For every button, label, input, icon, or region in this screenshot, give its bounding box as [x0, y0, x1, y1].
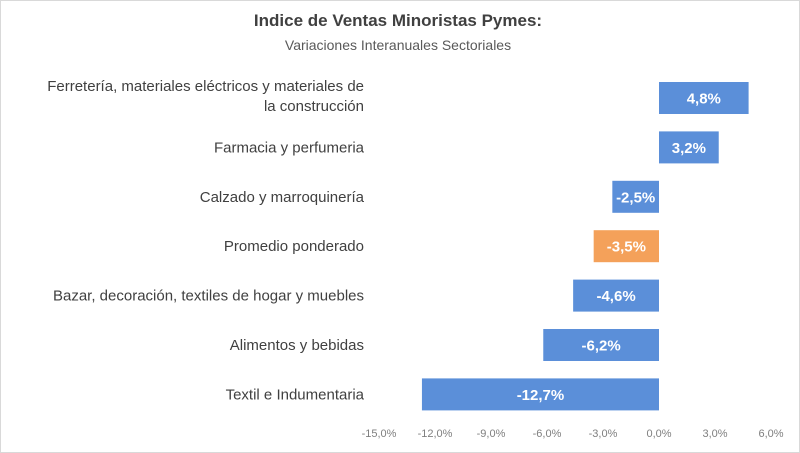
data-label: 3,2%	[672, 140, 706, 157]
x-tick-label: 6,0%	[758, 428, 783, 440]
bar-highlight	[593, 230, 659, 263]
x-tick-label: -3,0%	[589, 428, 618, 440]
category-label: Promedio ponderado	[224, 238, 364, 255]
category-label: Farmacia y perfumeria	[214, 139, 365, 156]
category-label: Bazar, decoración, textiles de hogar y m…	[53, 288, 364, 305]
x-tick-label: -15,0%	[362, 428, 397, 440]
bar	[659, 131, 719, 164]
category-label: Ferretería, materiales eléctricos y mate…	[47, 78, 364, 95]
x-axis-ticks: -15,0% -12,0% -9,0% -6,0% -3,0% 0,0% 3,0% 6,0%	[362, 428, 784, 440]
chart-title: Indice de Ventas Minoristas Pymes:	[254, 11, 542, 30]
category-label: Calzado y marroquinería	[200, 189, 365, 206]
bars-group	[421, 82, 749, 411]
bar	[543, 329, 659, 361]
data-label: -6,2%	[582, 338, 621, 355]
data-label: -12,7%	[517, 387, 565, 404]
chart-subtitle: Variaciones Interanuales Sectoriales	[285, 37, 511, 53]
x-tick-label: 0,0%	[646, 428, 671, 440]
category-labels: Ferretería, materiales eléctricos y mate…	[47, 78, 364, 403]
bar	[573, 279, 659, 312]
bar	[659, 82, 749, 114]
x-tick-label: -12,0%	[418, 428, 453, 440]
x-tick-label: -9,0%	[477, 428, 506, 440]
category-label: la construcción	[264, 98, 364, 115]
category-label: Alimentos y bebidas	[230, 337, 364, 354]
x-tick-label: 3,0%	[702, 428, 727, 440]
data-label: -2,5%	[616, 189, 655, 206]
bar	[421, 378, 659, 411]
data-label: -3,5%	[607, 239, 646, 256]
data-label: -4,6%	[596, 288, 635, 305]
x-tick-label: -6,0%	[533, 428, 562, 440]
data-label: 4,8%	[687, 91, 721, 108]
data-labels-group: 4,8% 3,2% -2,5% -3,5% -4,6% -6,2% -12,7%	[517, 91, 721, 404]
bar	[612, 180, 659, 213]
category-label: Textil e Indumentaria	[226, 386, 365, 403]
